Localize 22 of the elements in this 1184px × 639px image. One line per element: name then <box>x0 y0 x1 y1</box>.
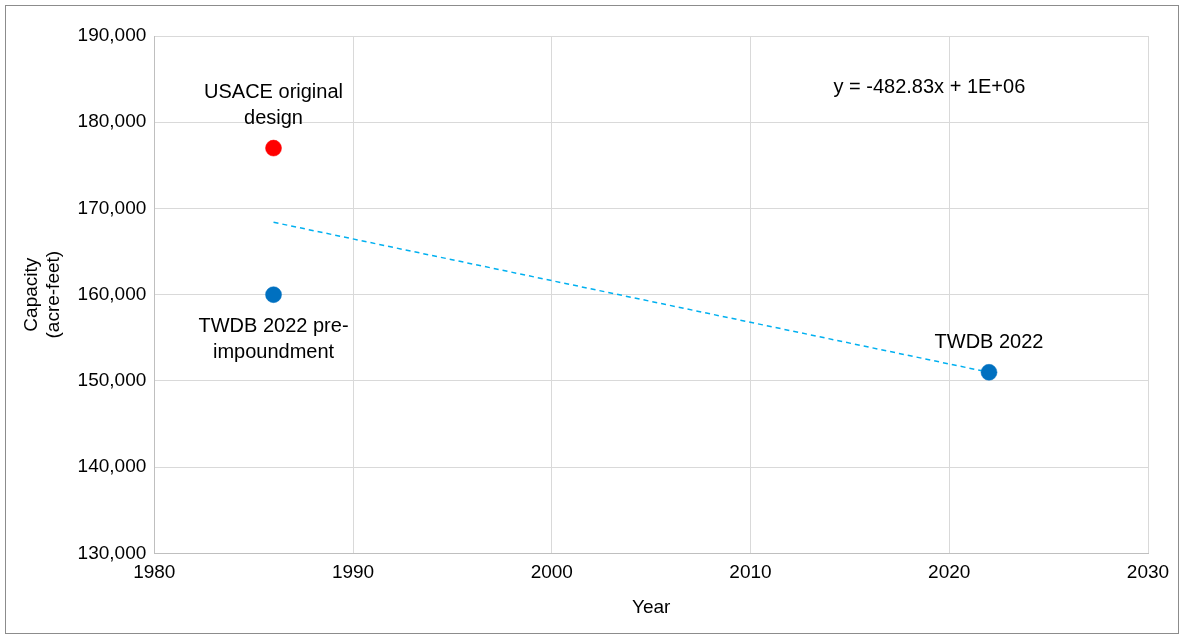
x-tick-label: 2010 <box>729 561 772 583</box>
x-tick-label: 1990 <box>331 561 375 583</box>
y-axis-title: Capacity (acre-feet) <box>19 250 64 339</box>
x-tick-label: 2030 <box>1126 561 1170 583</box>
annotation: TWDB 2022 pre- impoundment <box>198 314 349 363</box>
x-tick-label: 1980 <box>133 561 176 583</box>
x-axis-title: Year <box>631 595 672 617</box>
y-tick-label: 190,000 <box>77 24 147 46</box>
point <box>980 364 998 381</box>
x-tick-label: 2020 <box>928 561 971 583</box>
y-tick-label: 160,000 <box>77 282 147 304</box>
annotation: y = -482.83x + 1E+06 <box>833 75 1026 98</box>
y-tick-label: 130,000 <box>77 541 147 563</box>
y-tick-label: 150,000 <box>77 369 147 391</box>
point <box>265 286 282 303</box>
annotation: TWDB 2022 <box>934 329 1044 352</box>
annotation: USACE original design <box>204 79 343 128</box>
x-tick-label: 2000 <box>530 561 573 583</box>
y-tick-label: 140,000 <box>77 455 147 477</box>
y-tick-label: 180,000 <box>77 110 147 132</box>
y-tick-label: 170,000 <box>77 196 147 218</box>
point <box>265 139 282 157</box>
